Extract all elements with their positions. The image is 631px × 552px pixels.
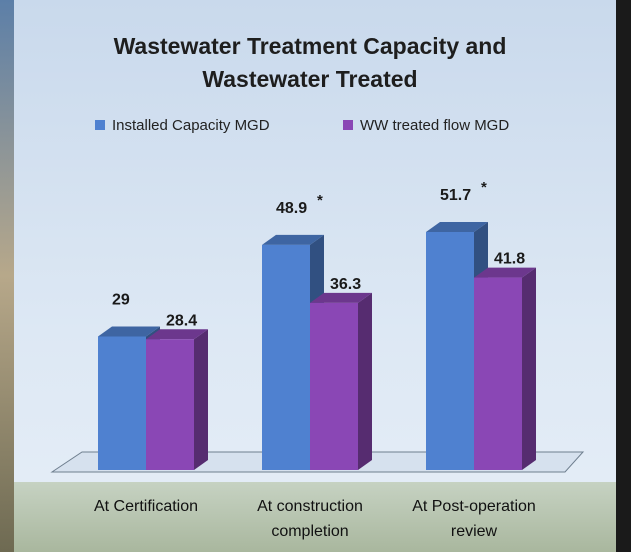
legend-label: Installed Capacity MGD bbox=[112, 117, 270, 134]
legend-swatch bbox=[343, 120, 353, 130]
bar-top bbox=[262, 234, 324, 245]
legend-label: WW treated flow MGD bbox=[360, 117, 509, 134]
bar-top bbox=[98, 326, 160, 337]
value-label: 41.8 bbox=[494, 251, 525, 268]
value-marker: * bbox=[481, 179, 487, 196]
bar-top bbox=[310, 292, 372, 303]
photo-strip bbox=[0, 0, 14, 552]
bar bbox=[146, 339, 194, 470]
bar bbox=[262, 244, 310, 470]
x-tick-label: At Certification bbox=[93, 498, 199, 515]
value-marker: * bbox=[317, 192, 323, 209]
x-tick-label: At Post-operation review bbox=[412, 498, 536, 540]
value-label: 29 bbox=[112, 291, 130, 308]
bar bbox=[426, 232, 474, 470]
bar bbox=[474, 277, 522, 470]
bar-top bbox=[474, 267, 536, 278]
bar-top bbox=[146, 329, 208, 340]
bar-top bbox=[426, 222, 488, 232]
bar-side bbox=[358, 292, 372, 470]
bar bbox=[98, 336, 146, 470]
chart-title: Wastewater Treatment Capacity and Wastew… bbox=[113, 33, 507, 92]
value-label: 28.4 bbox=[166, 312, 197, 329]
x-tick-label: At construction completion bbox=[257, 498, 363, 540]
bar-side bbox=[522, 267, 536, 470]
legend-swatch bbox=[95, 120, 105, 130]
value-label: 51.7 bbox=[440, 187, 471, 204]
value-label: 48.9 bbox=[276, 200, 307, 217]
bar bbox=[310, 302, 358, 470]
bar-side bbox=[194, 329, 208, 470]
ground-band bbox=[14, 482, 616, 552]
value-label: 36.3 bbox=[330, 276, 361, 293]
